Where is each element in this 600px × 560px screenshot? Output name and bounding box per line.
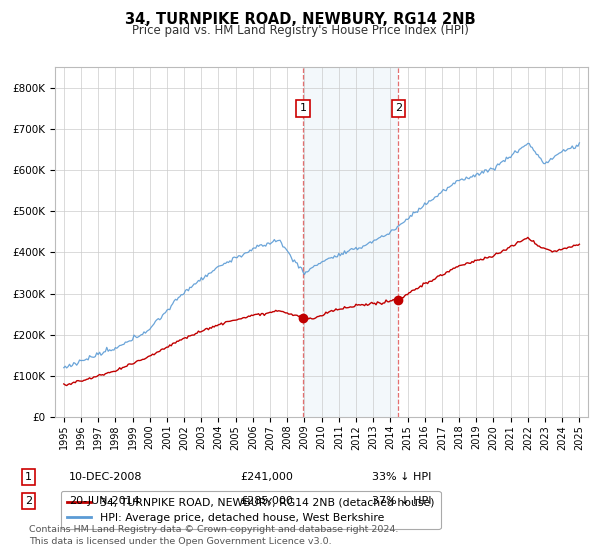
Text: 2: 2 (395, 104, 402, 113)
Text: Price paid vs. HM Land Registry's House Price Index (HPI): Price paid vs. HM Land Registry's House … (131, 24, 469, 36)
Text: Contains HM Land Registry data © Crown copyright and database right 2024.
This d: Contains HM Land Registry data © Crown c… (29, 525, 398, 546)
Text: 20-JUN-2014: 20-JUN-2014 (69, 496, 140, 506)
Text: £285,000: £285,000 (240, 496, 293, 506)
Bar (303, 67, 398, 417)
Text: 34, TURNPIKE ROAD, NEWBURY, RG14 2NB: 34, TURNPIKE ROAD, NEWBURY, RG14 2NB (125, 12, 475, 27)
Text: 33% ↓ HPI: 33% ↓ HPI (372, 472, 431, 482)
Text: 1: 1 (25, 472, 32, 482)
Text: 2: 2 (25, 496, 32, 506)
Text: 1: 1 (299, 104, 307, 113)
Legend: 34, TURNPIKE ROAD, NEWBURY, RG14 2NB (detached house), HPI: Average price, detac: 34, TURNPIKE ROAD, NEWBURY, RG14 2NB (de… (61, 491, 440, 529)
Text: 10-DEC-2008: 10-DEC-2008 (69, 472, 143, 482)
Text: £241,000: £241,000 (240, 472, 293, 482)
Text: 37% ↓ HPI: 37% ↓ HPI (372, 496, 431, 506)
